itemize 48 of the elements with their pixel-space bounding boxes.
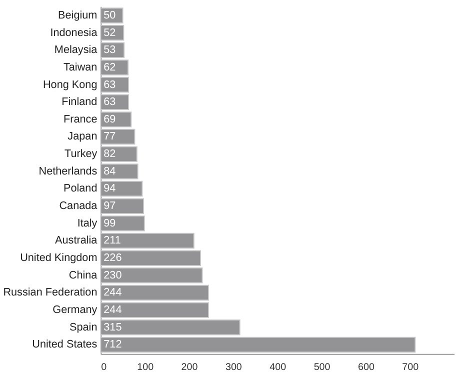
data-label: 63: [104, 96, 116, 108]
y-tick-label: Finland: [62, 96, 98, 108]
data-label: 77: [104, 130, 116, 143]
data-label: 712: [104, 338, 122, 351]
x-tick-label: 300: [225, 362, 242, 374]
y-tick-label: Spain: [69, 321, 98, 334]
y-tick-label: Turkey: [64, 148, 98, 160]
y-tick-label: Poland: [63, 182, 98, 195]
data-label: 52: [104, 26, 116, 39]
data-label: 99: [104, 217, 116, 230]
y-tick-label: Taiwan: [63, 61, 98, 74]
x-tick-label: 100: [137, 362, 154, 374]
y-tick-label: Beigium: [58, 9, 98, 22]
y-tick-label: Japan: [68, 130, 98, 143]
y-tick-label: Australia: [55, 234, 98, 247]
data-label: 82: [104, 148, 116, 160]
y-tick-label: Indonesia: [50, 26, 98, 39]
data-label: 63: [104, 78, 116, 91]
data-label: 244: [104, 304, 122, 316]
y-tick-label: United States: [32, 338, 98, 351]
y-tick-label: Germany: [52, 304, 98, 316]
data-label: 244: [104, 286, 122, 299]
x-tick-label: 600: [358, 362, 375, 374]
data-label: 53: [104, 44, 116, 56]
data-label: 211: [104, 234, 121, 247]
y-tick-label: Italy: [77, 217, 98, 230]
y-tick-label: Melaysia: [54, 44, 98, 56]
data-label: 69: [104, 113, 116, 126]
x-tick-label: 200: [181, 362, 198, 374]
y-tick-label: Russian Federation: [3, 286, 98, 299]
y-tick-label: United Kingdom: [20, 252, 98, 264]
x-tick-label: 700: [402, 362, 420, 374]
y-tick-label: Hong Kong: [42, 78, 98, 91]
data-label: 84: [104, 165, 116, 178]
x-tick-label: 500: [314, 362, 331, 374]
y-tick-label: France: [63, 113, 98, 126]
data-label: 226: [104, 252, 122, 264]
y-tick-label: China: [68, 269, 98, 282]
data-label: 62: [104, 61, 116, 74]
data-label: 97: [104, 200, 116, 212]
y-tick-label: Canada: [59, 200, 98, 212]
data-label: 94: [104, 182, 116, 195]
data-label: 315: [104, 321, 122, 334]
data-label: 50: [104, 9, 116, 22]
y-tick-label: Netherlands: [38, 165, 98, 178]
x-tick-label: 400: [270, 362, 287, 374]
x-tick-label: 0: [101, 362, 108, 374]
data-label: 230: [104, 269, 122, 282]
